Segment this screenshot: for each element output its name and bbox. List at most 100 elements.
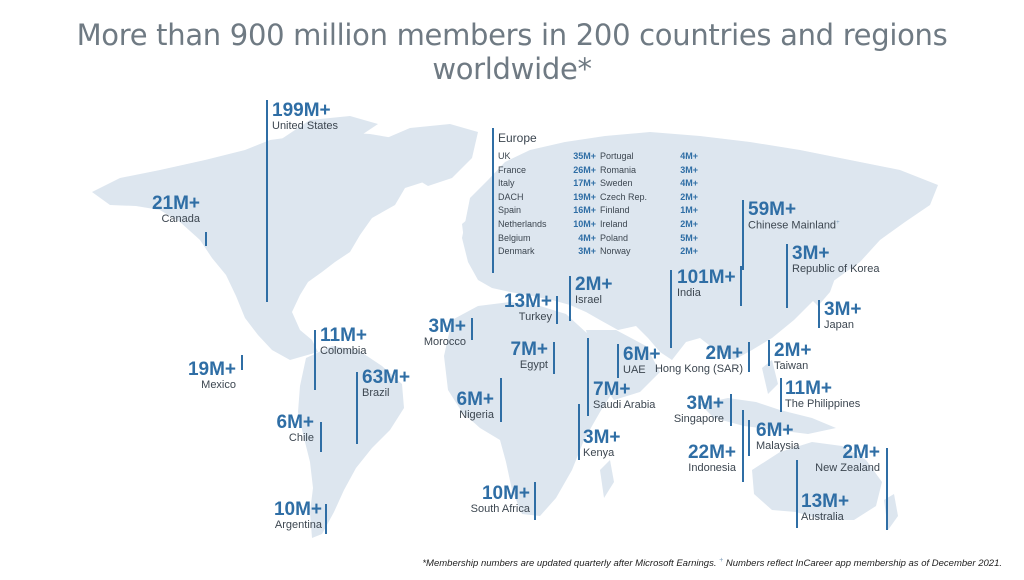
africa-landmass xyxy=(444,302,626,516)
south-africa-label: South Africa xyxy=(470,503,530,515)
callout-chile: 6M+ Chile xyxy=(244,412,315,444)
europe-left-column: UK 35M+ France 26M+ Italy 17M+ DACH 19M+ Spain 16… xyxy=(498,151,596,260)
footnote-dagger: + xyxy=(719,557,724,564)
saudi-arabia-count: 7M+ xyxy=(593,379,631,400)
australia-label: Australia xyxy=(801,511,844,523)
europe-country-value: 1M+ xyxy=(680,205,698,216)
turkey-stem xyxy=(556,296,558,324)
footnote-main: *Membership numbers are updated quarterl… xyxy=(422,558,720,570)
kenya-stem xyxy=(578,404,580,460)
kenya-label: Kenya xyxy=(583,447,615,459)
india-stem-right xyxy=(740,266,742,306)
japan-stem xyxy=(818,300,820,328)
europe-right-column: Portugal 4M+ Romania 3M+ Sweden 4M+ Czech Rep.… xyxy=(600,151,698,260)
new-zealand-stem xyxy=(886,448,888,530)
colombia-stem xyxy=(314,330,316,390)
callout-canada: 21M+ Canada xyxy=(130,194,200,225)
europe-country-value: 5M+ xyxy=(680,232,698,243)
nigeria-label: Nigeria xyxy=(459,409,494,421)
europe-country-name: Portugal xyxy=(600,151,634,161)
mexico-label: Mexico xyxy=(201,379,236,391)
europe-country-value: 3M+ xyxy=(680,164,698,175)
australia-count: 13M+ xyxy=(801,491,850,512)
malaysia-label: Malaysia xyxy=(756,440,800,452)
europe-country-value: 16M+ xyxy=(573,205,596,216)
europe-row: Portugal 4M+ xyxy=(600,151,698,165)
morocco-count: 3M+ xyxy=(428,316,467,337)
uk-landmass xyxy=(462,214,482,244)
indonesia-stem xyxy=(742,410,744,482)
arabia-landmass xyxy=(586,330,660,400)
callout-malaysia: 6M+ Malaysia xyxy=(756,421,799,452)
europe-country-name: Romania xyxy=(600,164,637,175)
europe-country-value: 19M+ xyxy=(573,191,596,202)
egypt-stem xyxy=(553,342,555,374)
europe-country-name: Italy xyxy=(498,178,515,189)
europe-row: Sweden 4M+ xyxy=(600,178,698,192)
footnote: *Membership numbers are updated quarterl… xyxy=(0,557,1002,569)
europe-country-name: UK xyxy=(498,151,511,161)
uae-stem xyxy=(617,344,619,378)
philippines-stem xyxy=(780,378,782,412)
callout-japan: 3M+ Japan xyxy=(824,300,862,331)
japan-count: 3M+ xyxy=(824,299,862,320)
europe-country-name: Finland xyxy=(600,205,630,216)
chile-count: 6M+ xyxy=(276,412,315,433)
singapore-stem xyxy=(730,394,732,426)
saudi-arabia-stem xyxy=(587,338,589,416)
north-america-landmass xyxy=(92,132,448,360)
india-stem xyxy=(670,270,672,348)
arctic-islands xyxy=(280,116,378,140)
mexico-stem xyxy=(241,355,243,370)
uae-label: UAE xyxy=(623,364,646,376)
callout-indonesia: 22M+ Indonesia xyxy=(660,443,736,474)
indonesia-label: Indonesia xyxy=(688,462,736,474)
philippines-landmass xyxy=(762,360,778,394)
callout-new-zealand: 2M+ New Zealand xyxy=(800,443,880,474)
callout-egypt: 7M+ Egypt xyxy=(478,339,549,371)
nigeria-count: 6M+ xyxy=(456,389,495,410)
europe-country-name: DACH xyxy=(498,191,524,202)
europe-row: Spain 16M+ xyxy=(498,205,596,219)
europe-row: Norway 2M+ xyxy=(600,246,698,260)
argentina-label: Argentina xyxy=(274,519,322,531)
taiwan-count: 2M+ xyxy=(774,340,812,361)
callout-india: 101M+ India xyxy=(677,268,736,299)
eurasia-landmass xyxy=(462,132,938,360)
south-africa-count: 10M+ xyxy=(481,483,530,504)
saudi-arabia-label: Saudi Arabia xyxy=(593,399,656,411)
united-states-stem xyxy=(266,100,268,302)
europe-row: France 26M+ xyxy=(498,165,596,179)
morocco-label: Morocco xyxy=(423,336,466,348)
taiwan-stem xyxy=(768,340,770,366)
callout-philippines: 11M+ The Philippines xyxy=(785,379,860,410)
singapore-count: 3M+ xyxy=(686,393,725,414)
europe-row: Denmark 3M+ xyxy=(498,246,596,260)
canada-label: Canada xyxy=(161,213,200,225)
united-states-count: 199M+ xyxy=(272,100,331,121)
south-america-landmass xyxy=(298,346,404,538)
europe-country-name: Belgium xyxy=(498,232,531,243)
callout-israel: 2M+ Israel xyxy=(575,275,613,306)
europe-row: DACH 19M+ xyxy=(498,192,596,206)
callout-taiwan: 2M+ Taiwan xyxy=(774,341,812,372)
canada-count: 21M+ xyxy=(151,193,200,214)
australia-landmass xyxy=(752,442,882,520)
indonesia-count: 22M+ xyxy=(687,442,736,463)
new-zealand-count: 2M+ xyxy=(842,442,881,463)
callout-saudi-arabia: 7M+ Saudi Arabia xyxy=(593,380,655,411)
philippines-count: 11M+ xyxy=(785,378,833,399)
europe-country-name: Netherlands xyxy=(498,218,547,229)
egypt-count: 7M+ xyxy=(510,339,549,360)
chile-label: Chile xyxy=(288,432,314,444)
europe-country-name: Norway xyxy=(600,246,631,257)
madagascar-landmass xyxy=(600,460,614,498)
europe-country-name: Spain xyxy=(498,205,522,216)
india-label: India xyxy=(677,287,701,299)
europe-row: Romania 3M+ xyxy=(600,165,698,179)
korea-label: Republic of Korea xyxy=(792,263,880,275)
mexico-count: 19M+ xyxy=(187,359,236,380)
chile-stem xyxy=(320,422,322,452)
europe-country-value: 4M+ xyxy=(680,151,698,161)
